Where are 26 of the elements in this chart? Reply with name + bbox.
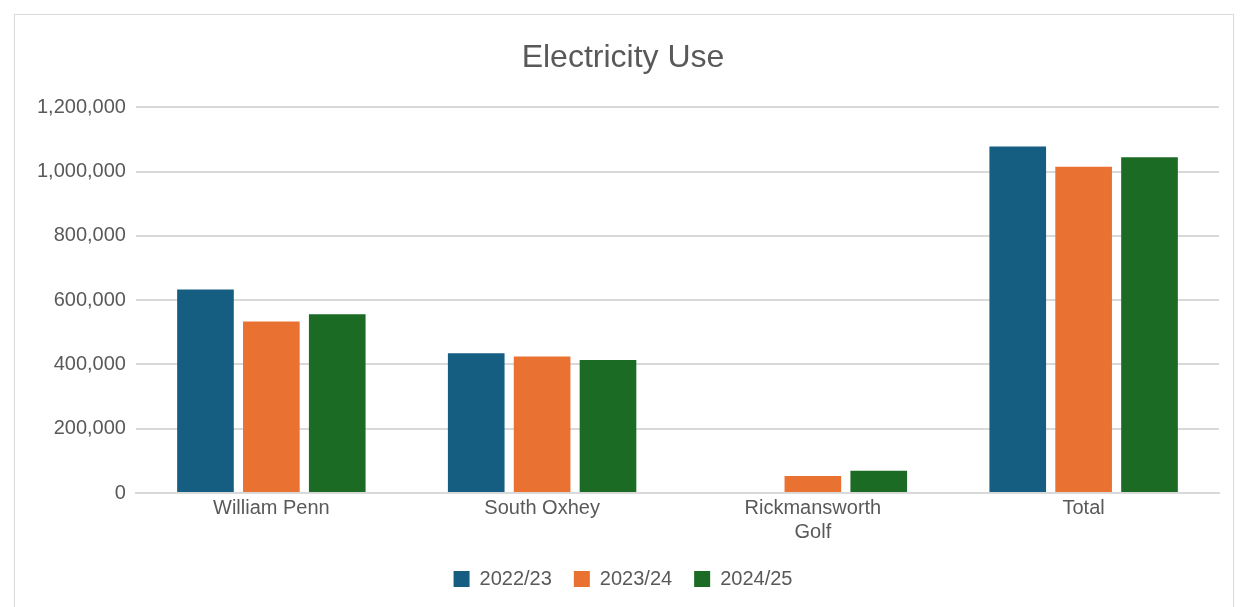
legend-label: 2024/25 xyxy=(720,566,793,589)
bar xyxy=(243,321,300,492)
x-tick-label: Rickmansworth Golf xyxy=(744,495,882,542)
bar xyxy=(784,475,842,492)
chart-title: Electricity Use xyxy=(521,38,725,75)
y-tick-label: 1,200,000 xyxy=(36,94,126,117)
x-tick-label: South Oxhey xyxy=(484,495,600,518)
bar xyxy=(447,353,505,492)
bar xyxy=(1055,166,1112,492)
bar xyxy=(1121,157,1178,492)
y-tick-label: 200,000 xyxy=(53,416,126,439)
bar xyxy=(989,146,1047,492)
legend-label: 2023/24 xyxy=(599,566,673,589)
y-tick-label: 0 xyxy=(114,480,126,503)
y-tick-label: 600,000 xyxy=(53,287,126,310)
y-tick-label: 800,000 xyxy=(53,223,126,246)
bar xyxy=(513,356,571,492)
legend-label: 2022/23 xyxy=(479,566,552,589)
x-tick-label: William Penn xyxy=(213,495,330,518)
bar xyxy=(308,314,366,492)
bar xyxy=(579,359,637,492)
bar xyxy=(177,289,234,492)
bar xyxy=(850,470,908,492)
y-tick-label: 1,000,000 xyxy=(36,159,126,182)
y-tick-label: 400,000 xyxy=(53,351,126,374)
x-tick-label: Total xyxy=(1062,495,1105,518)
